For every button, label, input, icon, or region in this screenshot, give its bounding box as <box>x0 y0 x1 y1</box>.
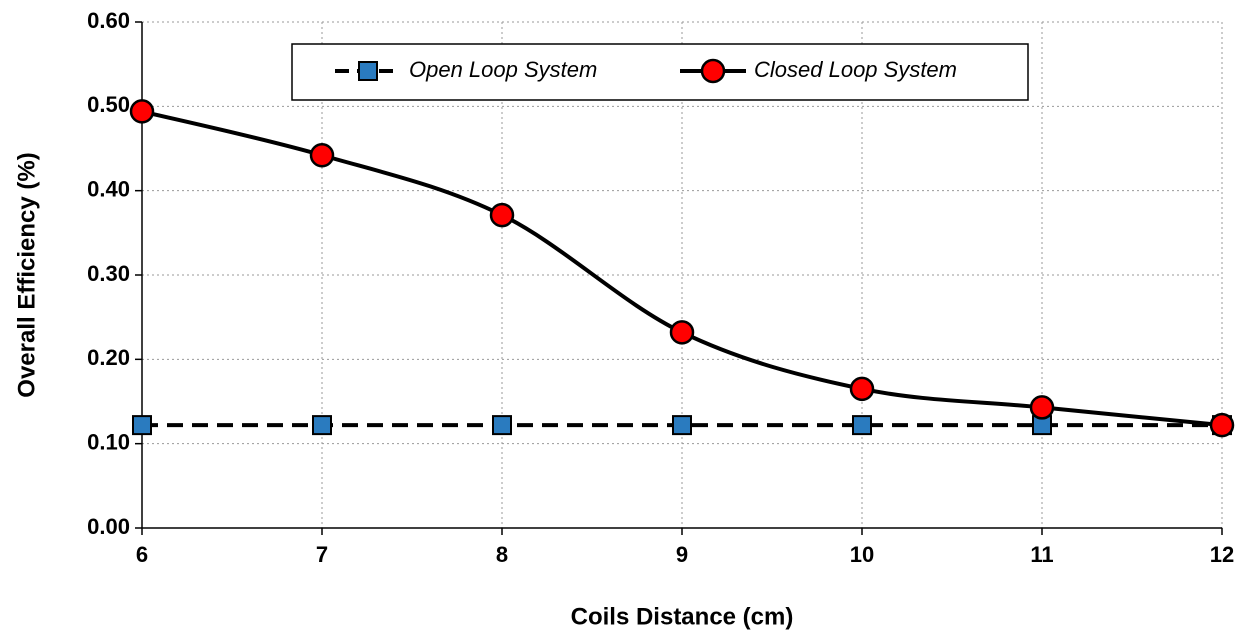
y-tick-label: 0.60 <box>87 8 130 33</box>
marker <box>492 415 512 436</box>
marker <box>312 415 332 436</box>
marker <box>1209 412 1235 438</box>
y-tick-label: 0.30 <box>87 261 130 286</box>
legend-label: Open Loop System <box>409 57 597 82</box>
marker <box>309 142 335 168</box>
marker <box>132 415 152 436</box>
legend-marker <box>700 58 726 84</box>
x-tick-label: 6 <box>136 542 148 567</box>
x-tick-label: 11 <box>1030 542 1053 567</box>
x-tick-label: 8 <box>496 542 508 567</box>
marker <box>1029 395 1055 420</box>
marker <box>852 415 872 436</box>
marker <box>669 320 695 345</box>
marker <box>129 99 155 124</box>
y-tick-label: 0.20 <box>87 345 130 370</box>
x-axis-title: Coils Distance (cm) <box>571 603 794 630</box>
marker <box>672 415 692 436</box>
x-tick-label: 9 <box>676 542 688 567</box>
x-tick-label: 7 <box>316 542 328 567</box>
x-tick-label: 12 <box>1210 542 1234 567</box>
marker <box>489 202 515 228</box>
y-tick-label: 0.10 <box>87 429 130 454</box>
legend-label: Closed Loop System <box>754 57 957 82</box>
marker <box>849 376 875 402</box>
y-tick-label: 0.00 <box>87 514 130 539</box>
legend-box <box>291 43 1029 101</box>
x-tick-label: 10 <box>850 542 874 567</box>
legend-marker <box>358 61 378 81</box>
y-tick-label: 0.40 <box>87 176 130 201</box>
y-axis-title: Overall Efficiency (%) <box>13 152 40 397</box>
y-tick-label: 0.50 <box>87 92 130 117</box>
